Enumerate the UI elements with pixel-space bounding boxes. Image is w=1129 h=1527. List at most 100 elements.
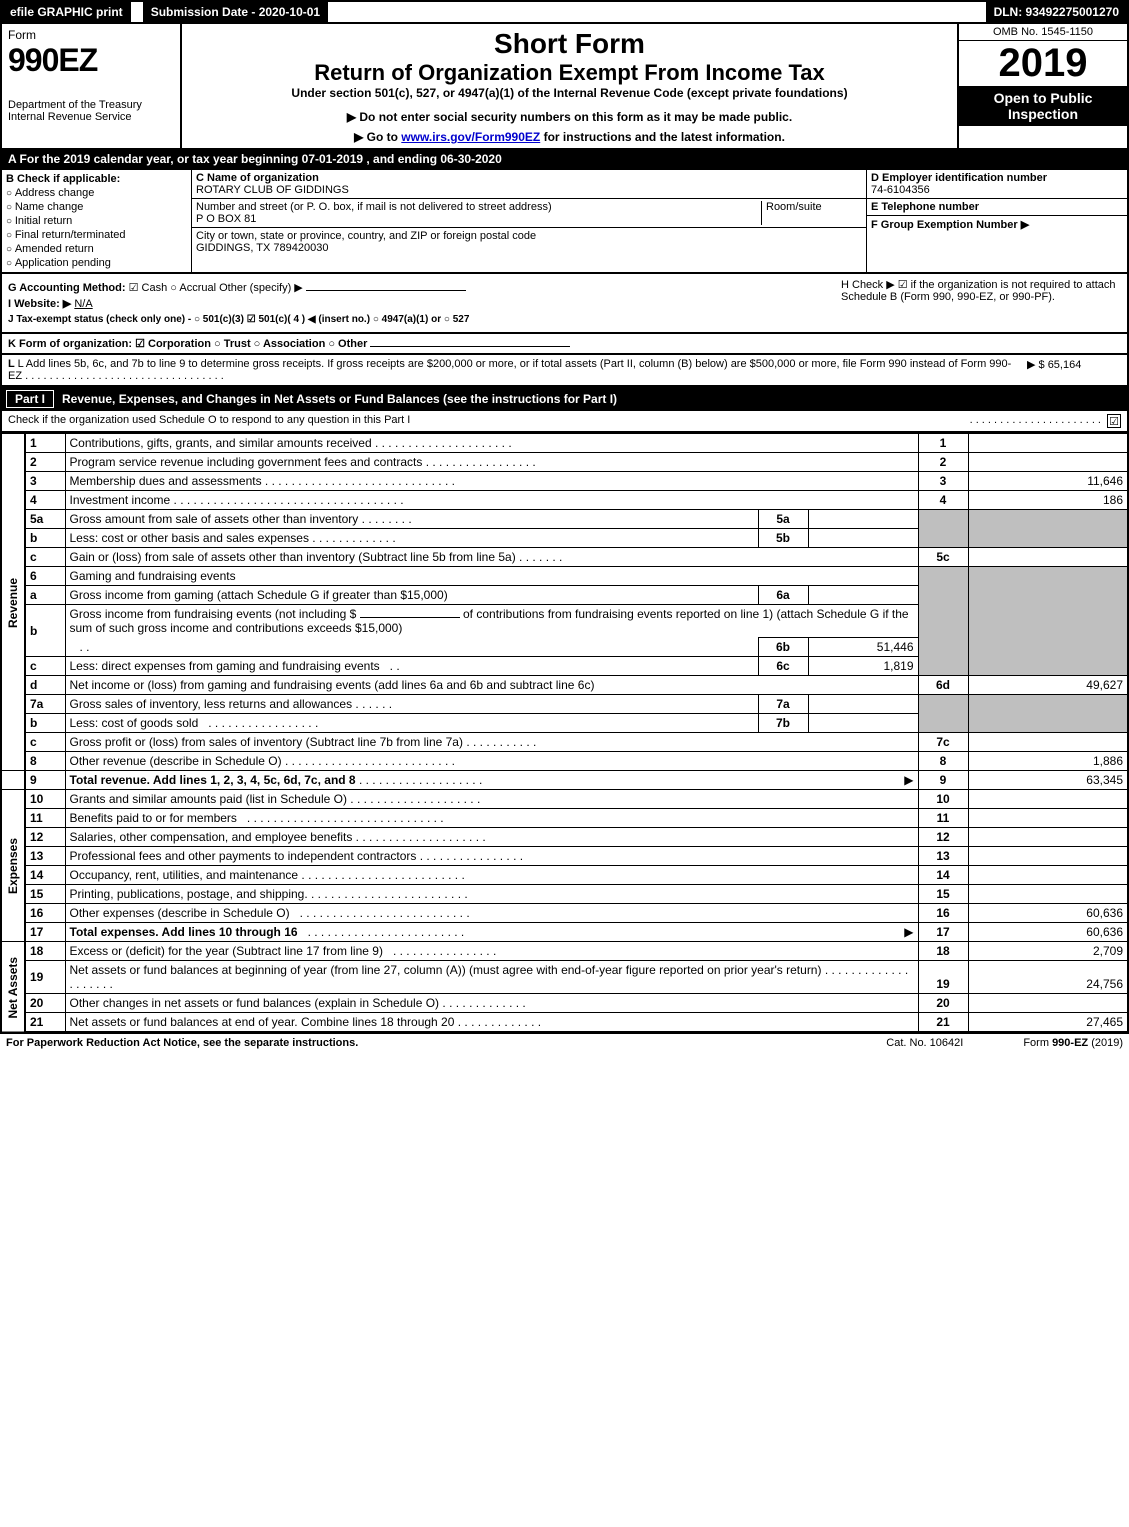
ln-20: 20: [25, 994, 65, 1013]
b-label: B Check if applicable:: [6, 172, 187, 186]
d-8: Other revenue (describe in Schedule O): [70, 754, 282, 768]
line-5c: c Gain or (loss) from sale of assets oth…: [1, 548, 1128, 567]
r-14: 14: [918, 866, 968, 885]
s-6a: 6a: [758, 586, 808, 605]
s-6b: 6b: [758, 638, 808, 657]
d-2: Program service revenue including govern…: [70, 455, 423, 469]
ln-6: 6: [25, 567, 65, 586]
footer-paperwork: For Paperwork Reduction Act Notice, see …: [6, 1037, 886, 1049]
dln: DLN: 93492275001270: [986, 2, 1127, 22]
note-link-row: Go to www.irs.gov/Form990EZ for instruct…: [188, 130, 951, 144]
e-tel: E Telephone number: [867, 199, 1127, 216]
d-14: Occupancy, rent, utilities, and maintena…: [70, 868, 299, 882]
part1-checkbox[interactable]: ☑: [1107, 414, 1121, 428]
dept-treasury: Department of the Treasury: [8, 99, 174, 111]
g-other-line[interactable]: [306, 290, 466, 291]
info-block: B Check if applicable: Address change Na…: [0, 170, 1129, 274]
chk-final-return[interactable]: Final return/terminated: [6, 228, 187, 242]
s-7a: 7a: [758, 695, 808, 714]
d-17: Total expenses. Add lines 10 through 16: [70, 925, 298, 939]
ln-6b: b: [25, 605, 65, 657]
d-6c: Less: direct expenses from gaming and fu…: [70, 659, 380, 673]
d-18: Excess or (deficit) for the year (Subtra…: [70, 944, 383, 958]
i-label: I Website: ▶: [8, 298, 71, 310]
sv-5a: [808, 510, 918, 529]
g-other[interactable]: Other (specify) ▶: [219, 282, 303, 294]
part1-check-text: Check if the organization used Schedule …: [8, 414, 970, 428]
grey-7a: [968, 695, 1128, 733]
line-11: 11 Benefits paid to or for members . . .…: [1, 809, 1128, 828]
r-2: 2: [918, 453, 968, 472]
tel-label: E Telephone number: [871, 201, 1123, 213]
r-6d: 6d: [918, 676, 968, 695]
efile-label[interactable]: efile GRAPHIC print: [2, 2, 131, 22]
ln-6c: c: [25, 657, 65, 676]
l-text: L L Add lines 5b, 6c, and 7b to line 9 t…: [8, 358, 1021, 382]
return-title: Return of Organization Exempt From Incom…: [188, 60, 951, 86]
a-9: 63,345: [968, 771, 1128, 790]
r-21: 21: [918, 1013, 968, 1033]
line-17: 17 Total expenses. Add lines 10 through …: [1, 923, 1128, 942]
misc-section: H Check ▶ ☑ if the organization is not r…: [0, 274, 1129, 334]
line-15: 15 Printing, publications, postage, and …: [1, 885, 1128, 904]
ln-3: 3: [25, 472, 65, 491]
a-12: [968, 828, 1128, 847]
sv-6b: 51,446: [808, 638, 918, 657]
ein-label: D Employer identification number: [871, 172, 1123, 184]
line-18: Net Assets 18 Excess or (deficit) for th…: [1, 942, 1128, 961]
header-right: OMB No. 1545-1150 2019 Open to Public In…: [957, 24, 1127, 148]
sv-7a: [808, 695, 918, 714]
org-name-cell: C Name of organization ROTARY CLUB OF GI…: [192, 170, 866, 199]
r-4: 4: [918, 491, 968, 510]
sv-6c: 1,819: [808, 657, 918, 676]
r-11: 11: [918, 809, 968, 828]
a-21: 27,465: [968, 1013, 1128, 1033]
r-8: 8: [918, 752, 968, 771]
room-suite-label: Room/suite: [762, 201, 862, 225]
a-5c: [968, 548, 1128, 567]
k-other-line[interactable]: [370, 346, 570, 347]
irs-link[interactable]: www.irs.gov/Form990EZ: [401, 130, 540, 144]
section-c: C Name of organization ROTARY CLUB OF GI…: [192, 170, 867, 272]
ln-7a: 7a: [25, 695, 65, 714]
header-left: Form 990EZ Department of the Treasury In…: [2, 24, 182, 148]
l-value: ▶ $ 65,164: [1021, 358, 1121, 382]
part1-check-row: Check if the organization used Schedule …: [0, 411, 1129, 433]
row-k: K Form of organization: ☑ Corporation ○ …: [0, 334, 1129, 355]
r-13: 13: [918, 847, 968, 866]
grey-7: [918, 695, 968, 733]
line-20: 20 Other changes in net assets or fund b…: [1, 994, 1128, 1013]
section-b: B Check if applicable: Address change Na…: [2, 170, 192, 272]
line-7a: 7a Gross sales of inventory, less return…: [1, 695, 1128, 714]
a-10: [968, 790, 1128, 809]
a-13: [968, 847, 1128, 866]
r-16: 16: [918, 904, 968, 923]
ln-7c: c: [25, 733, 65, 752]
d-9: Total revenue. Add lines 1, 2, 3, 4, 5c,…: [70, 773, 356, 787]
d-7b: Less: cost of goods sold: [70, 716, 199, 730]
line-10: Expenses 10 Grants and similar amounts p…: [1, 790, 1128, 809]
line-8: 8 Other revenue (describe in Schedule O)…: [1, 752, 1128, 771]
d-15: Printing, publications, postage, and shi…: [70, 887, 308, 901]
ln-5b: b: [25, 529, 65, 548]
subtitle: Under section 501(c), 527, or 4947(a)(1)…: [188, 86, 951, 100]
org-name: ROTARY CLUB OF GIDDINGS: [196, 184, 862, 196]
chk-initial-return[interactable]: Initial return: [6, 214, 187, 228]
city-cell: City or town, state or province, country…: [192, 228, 866, 256]
blank-6b[interactable]: [360, 617, 460, 618]
short-form-title: Short Form: [188, 28, 951, 60]
section-h: H Check ▶ ☑ if the organization is not r…: [841, 278, 1121, 303]
chk-application-pending[interactable]: Application pending: [6, 256, 187, 270]
line-9: 9 Total revenue. Add lines 1, 2, 3, 4, 5…: [1, 771, 1128, 790]
line-13: 13 Professional fees and other payments …: [1, 847, 1128, 866]
line-6d: d Net income or (loss) from gaming and f…: [1, 676, 1128, 695]
chk-amended-return[interactable]: Amended return: [6, 242, 187, 256]
g-cash[interactable]: Cash: [129, 282, 168, 294]
ein-value: 74-6104356: [871, 184, 1123, 196]
line-2: 2 Program service revenue including gove…: [1, 453, 1128, 472]
g-accrual[interactable]: Accrual: [170, 282, 216, 294]
chk-name-change[interactable]: Name change: [6, 200, 187, 214]
chk-address-change[interactable]: Address change: [6, 186, 187, 200]
ln-6d: d: [25, 676, 65, 695]
s-6c: 6c: [758, 657, 808, 676]
